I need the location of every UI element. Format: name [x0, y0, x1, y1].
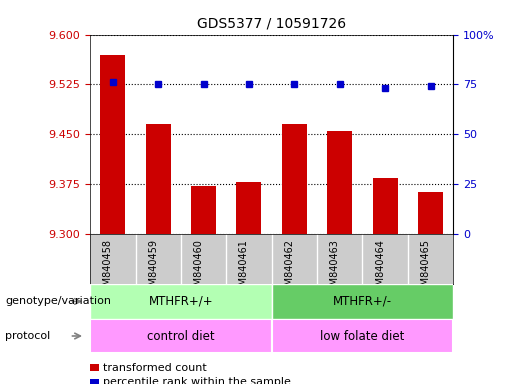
Bar: [272, 284, 453, 319]
Text: GSM840462: GSM840462: [284, 239, 295, 298]
Title: GDS5377 / 10591726: GDS5377 / 10591726: [197, 17, 346, 31]
Text: transformed count: transformed count: [103, 363, 207, 373]
Text: control diet: control diet: [147, 329, 215, 343]
Bar: [418, 192, 443, 234]
Text: GSM840461: GSM840461: [239, 239, 249, 298]
Text: MTHFR+/-: MTHFR+/-: [333, 295, 392, 308]
Bar: [90, 284, 272, 319]
Text: MTHFR+/+: MTHFR+/+: [149, 295, 213, 308]
Bar: [191, 186, 216, 234]
Text: low folate diet: low folate diet: [320, 329, 405, 343]
Text: GSM840459: GSM840459: [148, 239, 158, 298]
Bar: [90, 319, 272, 353]
Text: GSM840465: GSM840465: [421, 239, 431, 298]
Text: GSM840458: GSM840458: [103, 239, 113, 298]
Text: protocol: protocol: [5, 331, 50, 341]
Bar: [327, 131, 352, 234]
Text: GSM840463: GSM840463: [330, 239, 340, 298]
Bar: [272, 319, 453, 353]
Text: percentile rank within the sample: percentile rank within the sample: [103, 377, 291, 384]
Bar: [146, 124, 170, 234]
Bar: [100, 55, 125, 234]
Bar: [236, 182, 262, 234]
Text: GSM840460: GSM840460: [194, 239, 203, 298]
Text: genotype/variation: genotype/variation: [5, 296, 111, 306]
Text: GSM840464: GSM840464: [375, 239, 385, 298]
Bar: [373, 178, 398, 234]
Bar: [282, 124, 307, 234]
